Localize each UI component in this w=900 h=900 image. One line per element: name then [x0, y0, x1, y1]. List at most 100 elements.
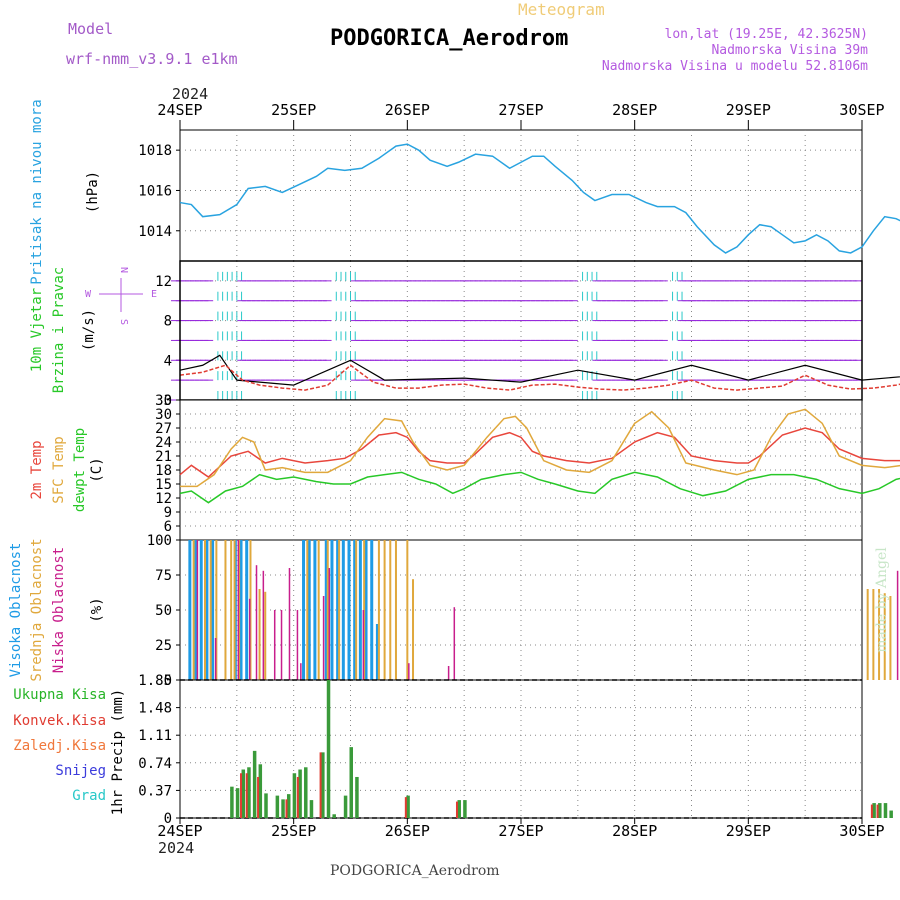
cloud-mid-bar [233, 540, 236, 680]
cloud-mid-bar [412, 579, 415, 680]
cloud-mid-bar [317, 540, 320, 680]
cloud-mid-bar [258, 589, 261, 680]
precip-legend: Ukupna Kisa Konvek.Kisa Zaledj.Kisa Snij… [13, 687, 106, 804]
y-tick-label: 18 [155, 463, 172, 479]
cloud-high-bar [211, 540, 215, 680]
cloud-low-bar [214, 638, 217, 680]
time-tick-label: 26SEP [385, 101, 430, 119]
temp-2m-line [179, 427, 900, 478]
y-tick-label: 6 [164, 519, 172, 535]
precip-total-bar [304, 767, 308, 818]
precip-total-bar [264, 793, 268, 818]
cloud-ylabel-high: Visoka Oblacnost [8, 543, 24, 678]
cloud-low-bar [288, 568, 291, 680]
cloud-low-bar [300, 663, 302, 680]
wind-ylabel-1: 10m Vjetar [29, 288, 45, 372]
cloud-mid-bar [338, 540, 341, 680]
precip-total-bar [321, 752, 325, 818]
cloud-high-bar [364, 540, 368, 680]
y-tick-label: 12 [155, 491, 172, 507]
time-tick-label: 25SEP [271, 101, 316, 119]
elevation-label: Nadmorska Visina 39m [711, 43, 868, 58]
cloud-high-bar [239, 540, 243, 680]
cloud-high-bar [324, 540, 328, 680]
pressure-ylabel: Pritisak na nivou mora [29, 99, 45, 284]
time-tick-label: 27SEP [498, 822, 543, 840]
precip-total-bar [230, 786, 234, 818]
precip-panel: 0 0.37 0.74 1.11 1.48 1.85 [138, 673, 893, 827]
cloud-low-bar [280, 610, 283, 680]
y-tick-label: 15 [155, 477, 172, 493]
precip-total-bar [326, 680, 331, 818]
precip-total-bar [286, 794, 291, 818]
cloud-ylabel-mid: Srednja Oblacnost [29, 538, 45, 681]
cloud-high-bar [358, 540, 362, 680]
cloud-low-bar [322, 596, 325, 680]
temp-unit: (C) [89, 457, 105, 482]
precip-conv-bar [455, 801, 458, 818]
cloud-low-bar [248, 598, 251, 680]
precip-total-bar [292, 773, 297, 818]
cloud-mid-bar [355, 540, 358, 680]
y-tick-label: 9 [164, 505, 172, 521]
precip-conv-bar [870, 804, 873, 818]
cloud-mid-bar [209, 540, 212, 680]
time-tick-label: 26SEP [385, 822, 430, 840]
cloud-high-bar [307, 540, 311, 680]
cloud-mid-bar [192, 540, 195, 680]
cloud-mid-bar [872, 589, 875, 680]
time-tick-label: 25SEP [271, 822, 316, 840]
cloud-high-bar [347, 540, 351, 680]
precip-total-bar [247, 767, 251, 818]
cloud-high-bar [205, 540, 209, 680]
y-tick-label: 50 [155, 603, 172, 619]
cloud-low-bar [896, 570, 899, 680]
precip-conv-bar [296, 776, 299, 818]
svg-text:N: N [118, 267, 129, 273]
y-tick-label: 1.11 [138, 728, 172, 744]
y-tick-label: 100 [147, 533, 172, 549]
precip-total-bar [343, 795, 348, 818]
time-tick-label: 30SEP [839, 822, 884, 840]
cloud-mid-bar [326, 540, 329, 680]
cloud-high-bar [302, 540, 306, 680]
pressure-panel: 1014 1016 1018 [138, 129, 900, 262]
y-tick-label: 0.74 [138, 756, 172, 772]
cloud-low-bar [328, 568, 331, 680]
y-tick-label: 24 [155, 435, 172, 451]
y-tick-label: 1016 [138, 183, 172, 199]
precip-total-bar [349, 747, 353, 818]
precip-conv-bar [876, 804, 879, 818]
cloud-mid-bar [406, 540, 409, 680]
cloud-mid-bar [230, 540, 233, 680]
cloud-mid-bar [883, 593, 886, 680]
wind-unit: (m/s) [81, 309, 97, 351]
time-tick-label: 28SEP [612, 822, 657, 840]
y-tick-label: 25 [155, 638, 172, 654]
precip-total-bar [309, 800, 314, 818]
y-tick-label: 30 [155, 407, 172, 423]
cloud-low-bar [273, 610, 276, 680]
cloud-low-bar [362, 610, 365, 680]
cloud-mid-bar [878, 589, 881, 680]
cloud-mid-bar [224, 540, 227, 680]
cloud-mid-bar [889, 596, 892, 680]
cloud-mid-bar [238, 540, 241, 680]
cloud-high-bar [330, 540, 334, 680]
time-tick-label: 24SEP [157, 822, 202, 840]
precip-total-bar [258, 764, 263, 818]
model-value: wrf-nmm_v3.9.1 e1km [66, 50, 238, 68]
y-tick-label: 21 [155, 449, 172, 465]
cloud-ylabel-low: Niska Oblacnost [51, 547, 67, 673]
footer-station: PODGORICA_Aerodrom [330, 863, 500, 879]
cloud-mid-bar [377, 540, 380, 680]
precip-total-bar [457, 800, 461, 818]
precip-total-bar [298, 769, 302, 818]
y-tick-label: 0.37 [138, 783, 172, 799]
temp-ylabel-sfc: SFC Temp [51, 436, 67, 503]
model-label: Model [68, 20, 113, 38]
y-tick-label: 4 [164, 353, 172, 369]
cloud-mid-bar [215, 540, 218, 680]
cloud-high-bar [353, 540, 357, 680]
